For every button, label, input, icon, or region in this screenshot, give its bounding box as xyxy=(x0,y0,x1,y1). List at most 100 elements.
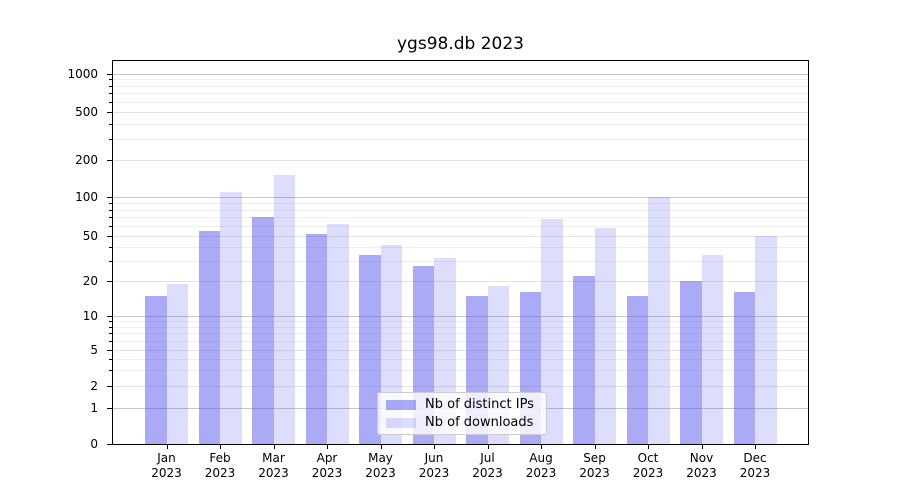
gridline-mid xyxy=(113,160,808,161)
legend-entry: Nb of downloads xyxy=(386,414,538,430)
y-major-tick xyxy=(107,281,112,282)
y-major-tick xyxy=(107,112,112,113)
x-tick xyxy=(648,445,649,449)
x-tick-month: Feb xyxy=(209,451,231,465)
x-tick-month: Nov xyxy=(689,451,714,465)
x-tick xyxy=(327,445,328,449)
x-tick-label: Dec 2023 xyxy=(725,451,785,481)
bar xyxy=(273,175,295,444)
gridline-minor xyxy=(113,341,808,343)
y-tick-label: 100 xyxy=(75,190,98,204)
x-tick-label: Aug 2023 xyxy=(511,451,571,481)
gridline-major xyxy=(113,316,808,317)
legend-label: Nb of distinct IPs xyxy=(425,396,534,412)
x-tick-month: Jun xyxy=(424,451,444,465)
x-tick xyxy=(220,445,221,449)
bar xyxy=(594,227,616,444)
x-tick-year: 2023 xyxy=(739,466,771,480)
x-tick-label: Mar 2023 xyxy=(244,451,304,481)
legend: Nb of distinct IPs Nb of downloads xyxy=(377,392,547,435)
x-tick-label: Jun 2023 xyxy=(404,451,464,481)
x-tick-month: May xyxy=(368,451,393,465)
x-tick-label: Nov 2023 xyxy=(672,451,732,481)
x-tick-year: 2023 xyxy=(686,466,717,480)
bar xyxy=(755,236,777,444)
x-tick-month: Sep xyxy=(583,451,606,465)
y-minor-tick xyxy=(109,333,112,334)
x-tick-label: May 2023 xyxy=(351,451,411,481)
x-tick-year: 2023 xyxy=(204,466,236,480)
y-minor-tick xyxy=(109,247,112,248)
x-tick xyxy=(434,445,435,449)
y-minor-tick xyxy=(109,124,112,125)
y-tick-label: 50 xyxy=(82,229,98,243)
gridline-mid xyxy=(113,386,808,387)
y-tick-label: 10 xyxy=(82,309,98,323)
y-major-tick xyxy=(107,74,112,75)
x-tick-month: Dec xyxy=(743,451,767,465)
x-tick xyxy=(541,445,542,449)
x-tick xyxy=(594,445,596,449)
legend-label: Nb of downloads xyxy=(425,414,534,430)
gridline-minor xyxy=(113,79,808,81)
x-tick-year: 2023 xyxy=(258,466,289,480)
y-major-tick xyxy=(107,386,112,387)
y-tick-label: 200 xyxy=(75,153,98,167)
gridline-minor xyxy=(113,209,808,211)
x-tick xyxy=(380,445,382,449)
x-tick-year: 2023 xyxy=(418,466,450,480)
x-tick-label: Oct 2023 xyxy=(618,451,678,481)
y-minor-tick xyxy=(109,341,112,342)
y-major-tick xyxy=(107,160,112,161)
bar xyxy=(327,223,349,444)
bar xyxy=(648,197,670,444)
bar xyxy=(220,191,242,444)
legend-swatch xyxy=(386,399,416,410)
x-tick xyxy=(273,445,275,449)
gridline-minor xyxy=(113,202,808,204)
x-tick-label: Jul 2023 xyxy=(458,451,518,481)
y-major-tick xyxy=(107,408,112,409)
gridline-minor xyxy=(113,246,808,248)
gridline-mid xyxy=(113,112,808,113)
x-tick xyxy=(755,445,756,449)
gridline-minor xyxy=(113,321,808,323)
gridline-mid xyxy=(113,281,808,282)
y-minor-tick xyxy=(109,139,112,140)
y-major-tick xyxy=(107,236,112,237)
bar xyxy=(305,233,327,444)
bar xyxy=(701,254,723,444)
y-tick-label: 2 xyxy=(90,379,98,393)
x-tick-year: 2023 xyxy=(365,466,396,480)
y-minor-tick xyxy=(109,79,112,80)
chart-title: ygs98.db 2023 xyxy=(397,34,524,54)
bar xyxy=(541,218,563,444)
legend-swatch xyxy=(386,417,416,428)
gridline-minor xyxy=(113,93,808,95)
x-tick-year: 2023 xyxy=(311,466,343,480)
y-tick-label: 1000 xyxy=(67,66,98,81)
x-tick xyxy=(487,445,489,449)
x-tick-year: 2023 xyxy=(632,466,664,480)
y-tick-label: 0 xyxy=(90,437,98,451)
x-tick-label: Jan 2023 xyxy=(137,451,197,481)
y-tick-label: 1 xyxy=(90,401,98,415)
bar xyxy=(198,230,220,444)
y-minor-tick xyxy=(109,217,112,218)
x-tick-month: Jan xyxy=(157,451,176,465)
x-tick-label: Feb 2023 xyxy=(190,451,250,481)
x-tick-year: 2023 xyxy=(151,466,182,480)
gridline-minor xyxy=(113,138,808,140)
gridline-minor xyxy=(113,358,808,360)
gridline-major xyxy=(113,73,808,75)
x-tick-month: Jul xyxy=(480,451,495,465)
gridline-minor xyxy=(113,123,808,125)
y-minor-tick xyxy=(109,370,112,371)
bar xyxy=(252,217,274,444)
bar xyxy=(359,254,381,444)
y-minor-tick xyxy=(109,261,112,262)
gridline-minor xyxy=(113,101,808,103)
gridline-mid xyxy=(113,236,808,237)
gridline-minor xyxy=(113,261,808,263)
